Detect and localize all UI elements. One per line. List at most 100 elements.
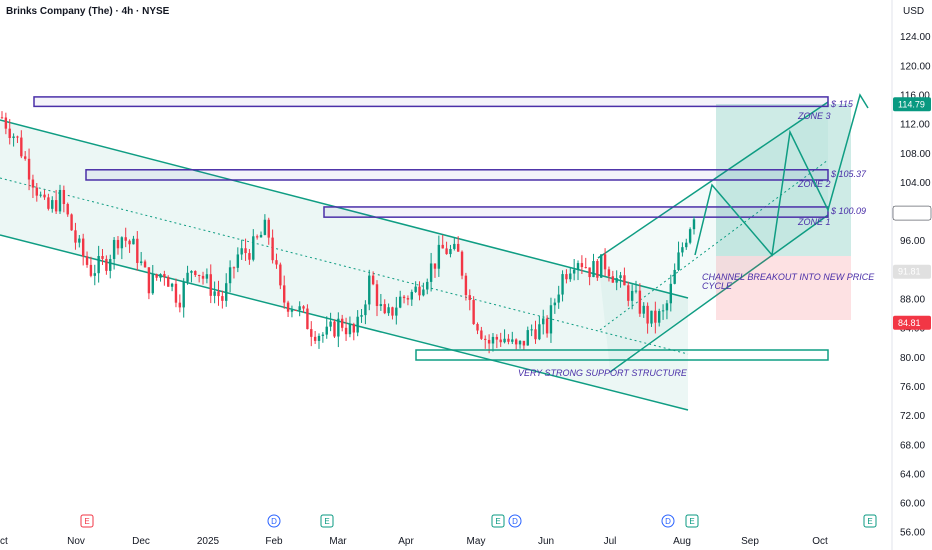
rising-channel-lower[interactable] [609,214,829,373]
candle-body [542,318,545,325]
candle-body [445,248,448,255]
resistance-zone[interactable] [323,206,829,218]
y-tick-label: 60.00 [900,499,925,510]
candle-body [348,324,352,335]
candle-body [453,243,456,249]
candle-body [182,281,185,308]
x-tick-label: Feb [265,536,283,547]
candle-body [290,310,294,312]
candle-body [116,239,120,249]
candle-body [665,303,669,311]
x-tick-label: Oct [812,536,828,547]
candle-body [449,248,452,255]
candle-body [600,254,603,278]
dividend-event-icon[interactable] [661,514,675,528]
zone-name-label: ZONE 1 [797,217,831,227]
candle-body [109,259,112,271]
candle-body [70,214,73,231]
candle-body [27,158,31,180]
candle-body [534,329,537,340]
candle-body [580,263,584,268]
candle-body [410,291,413,300]
candle-body [31,179,35,188]
event-letter: E [324,517,329,526]
dividend-event-icon[interactable] [508,514,522,528]
candle-body [557,294,560,303]
candle-body [310,329,313,337]
candle-body [143,261,147,268]
candle-body [487,339,491,344]
x-tick-label: Apr [398,536,414,547]
candle-body [159,274,162,278]
candle-body [472,300,475,325]
y-tick-label: 64.00 [900,469,925,480]
candle-body [317,335,321,341]
candle-body [503,338,506,343]
channel-lower-line[interactable] [0,234,689,411]
resistance-zone[interactable] [85,169,829,181]
candle-body [197,274,201,276]
candle-body [252,236,255,260]
x-tick-label: Aug [673,536,691,547]
candle-body [174,283,178,303]
candle-body [85,256,89,265]
candle-body [681,247,684,253]
candle-body [178,302,182,308]
candle-body [313,336,317,341]
x-tick-label: Dec [132,536,150,547]
candle-body [255,236,259,238]
earnings-event-icon[interactable] [80,514,94,528]
candle-body [545,318,549,334]
candle-body [615,278,618,283]
candle-body [16,136,19,138]
candle-body [209,274,212,296]
candle-body [549,305,553,334]
candle-body [97,256,100,274]
candle-body [23,156,27,159]
candle-body [538,324,541,340]
candle-body [391,307,394,316]
candle-body [426,281,429,290]
candle-body [12,136,15,139]
candle-body [433,263,437,269]
x-tick-label: Oct [0,536,8,547]
candle-body [170,283,174,287]
channel-upper-line[interactable] [0,119,689,299]
y-tick-label: 104.00 [900,178,931,189]
resistance-zone[interactable] [33,96,829,108]
event-letter: E [867,517,872,526]
y-tick-label: 116.00 [900,90,930,101]
candle-body [429,263,433,282]
candle-body [402,296,406,299]
candle-body [225,283,228,301]
candle-body [371,275,375,285]
breakout-label-1: CHANNEL BREAKOUT INTO NEW PRICE [702,272,875,282]
candle-body [464,275,468,296]
support-zone-box[interactable] [415,349,829,361]
y-tick-label: 124.00 [900,32,931,43]
candle-body [673,269,676,284]
earnings-event-icon[interactable] [863,514,877,528]
dividend-event-icon[interactable] [267,514,281,528]
candle-body [476,324,479,331]
earnings-event-icon[interactable] [685,514,699,528]
projection-path[interactable] [694,93,869,257]
earnings-event-icon[interactable] [320,514,334,528]
earnings-event-icon[interactable] [491,514,505,528]
candle-body [4,117,8,129]
stop-zone[interactable] [716,256,851,320]
candle-body [356,316,359,333]
candle-body [387,307,390,314]
candle-body [286,302,290,312]
candle-body [619,275,622,279]
candle-body [136,238,139,263]
candle-body [20,137,23,157]
candle-body [89,264,93,276]
candle-body [460,251,464,276]
candle-body [124,237,127,241]
candle-body [263,219,267,235]
candle-body [398,296,402,308]
y-tick-label: 68.00 [900,440,925,451]
candle-body [51,200,54,209]
